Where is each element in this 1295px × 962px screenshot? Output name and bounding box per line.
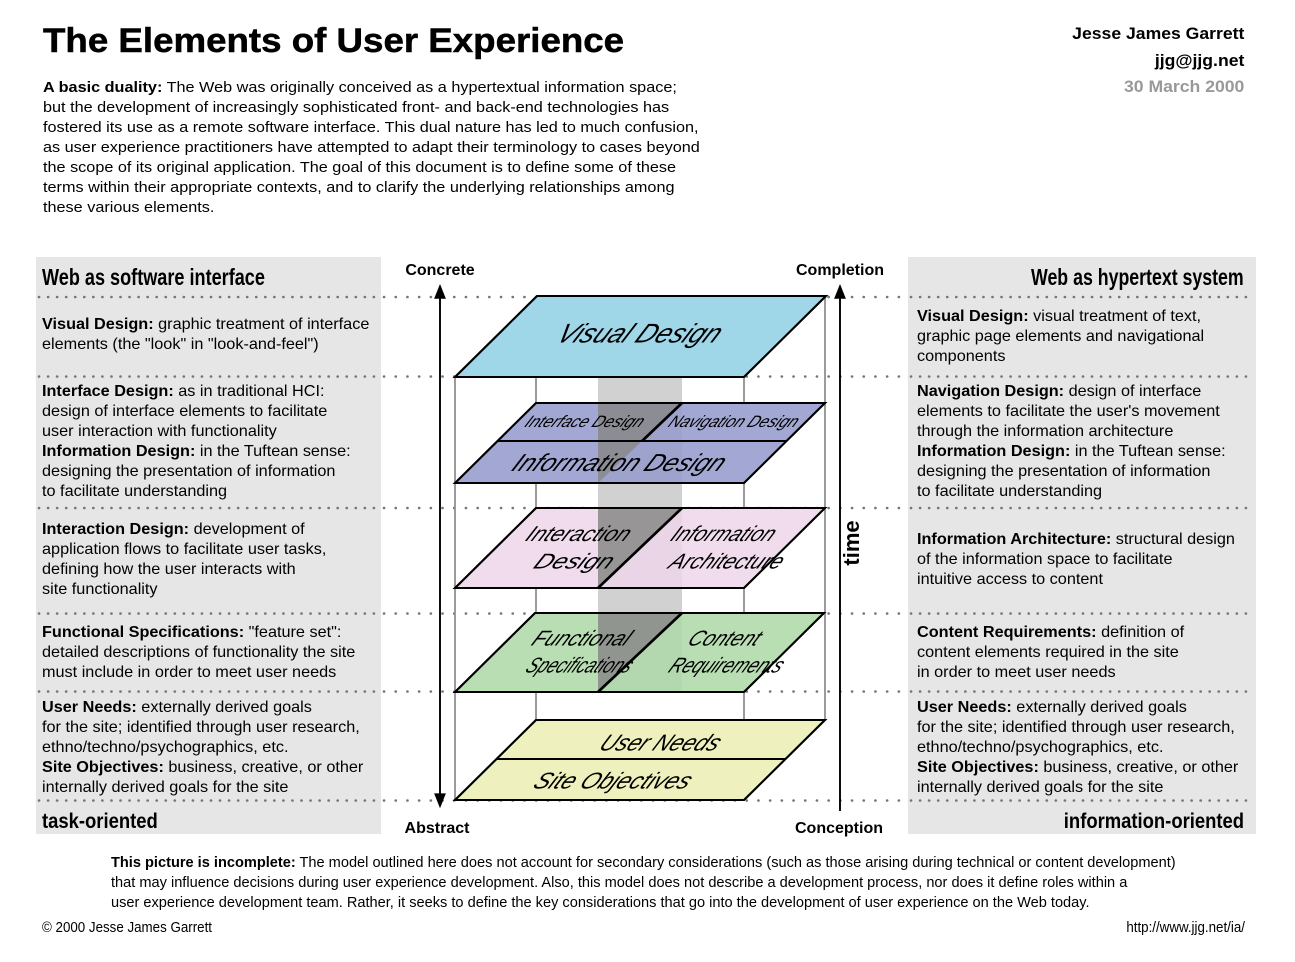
svg-text:Content: Content: [683, 626, 768, 650]
svg-text:Information Design: Information Design: [507, 449, 733, 477]
svg-text:Abstract: Abstract: [405, 820, 471, 837]
svg-text:Navigation Design: Navigation Design: [665, 412, 804, 431]
svg-text:Conception: Conception: [795, 820, 883, 837]
svg-text:Design: Design: [529, 549, 620, 573]
svg-text:Functional: Functional: [527, 626, 638, 650]
svg-text:Visual Design: Visual Design: [551, 319, 729, 349]
svg-text:Requirements: Requirements: [664, 653, 790, 677]
svg-text:User Needs: User Needs: [594, 731, 726, 756]
svg-text:Information: Information: [666, 522, 782, 546]
svg-text:Concrete: Concrete: [405, 262, 474, 279]
svg-text:time: time: [839, 520, 864, 565]
svg-text:Specifications: Specifications: [521, 653, 639, 677]
svg-text:Completion: Completion: [796, 262, 884, 279]
svg-text:Interface Design: Interface Design: [521, 412, 649, 431]
svg-text:Interaction: Interaction: [521, 522, 637, 546]
svg-text:Architecture: Architecture: [663, 549, 791, 573]
svg-text:Site Objectives: Site Objectives: [528, 769, 697, 794]
